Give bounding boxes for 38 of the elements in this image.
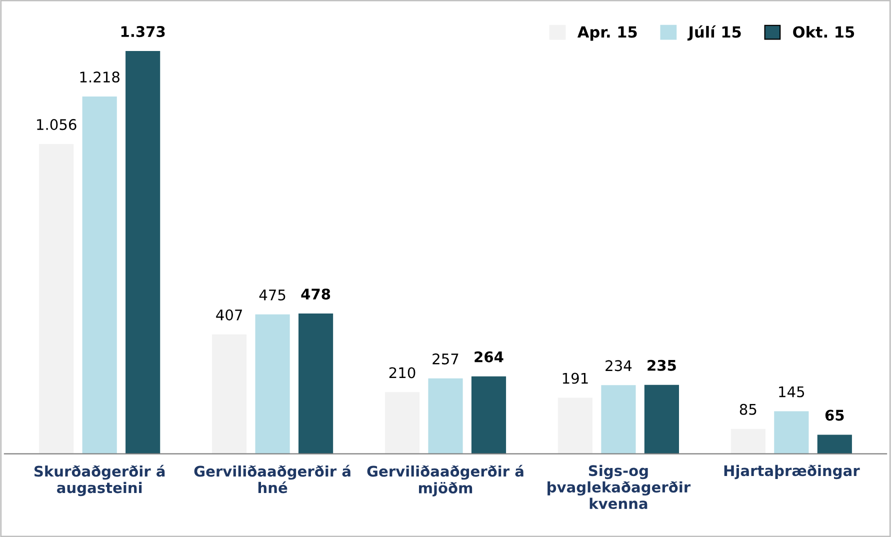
data-label: 1.056 <box>37 119 76 130</box>
data-label: 264 <box>474 351 504 362</box>
data-label: 145 <box>779 386 804 398</box>
bar <box>39 144 74 454</box>
bar <box>126 51 160 454</box>
data-label: 234 <box>606 360 632 372</box>
bar <box>212 334 247 454</box>
x-tick-label: Hjartaþræðingar <box>724 464 860 480</box>
data-label: 191 <box>562 372 588 384</box>
bar <box>384 392 420 454</box>
x-tick-label: Gerviliðaaðgerðir á hné <box>194 464 350 494</box>
bar <box>255 314 290 454</box>
legend-label: Okt. 15 <box>793 26 854 38</box>
data-label: 1.373 <box>121 26 165 38</box>
data-label: 478 <box>301 288 330 300</box>
bar <box>471 376 506 454</box>
bar <box>82 96 117 454</box>
bar <box>774 411 809 454</box>
x-tick-label: Skurðaðgerðir á augasteini <box>34 464 165 496</box>
bar <box>298 314 334 454</box>
data-label: 1.218 <box>80 72 120 83</box>
data-label: 407 <box>216 309 242 320</box>
x-tick-label: Sigs-og þvaglekaðagerðir kvenna <box>548 464 691 510</box>
data-label: 257 <box>432 353 458 364</box>
data-label: 475 <box>259 290 286 300</box>
data-label: 210 <box>389 367 416 378</box>
bar <box>730 428 766 454</box>
legend-label: Júlí 15 <box>687 25 741 41</box>
bar <box>644 384 679 454</box>
bar <box>558 398 593 454</box>
x-tick-label: Gerviliðaaðgerðir á mjöðm <box>367 464 524 496</box>
bar <box>817 434 852 454</box>
bar <box>428 378 463 454</box>
data-label: 85 <box>740 404 756 415</box>
legend-label: Apr. 15 <box>577 26 637 41</box>
data-label: 235 <box>648 360 676 371</box>
bar <box>601 385 636 454</box>
data-label: 65 <box>825 410 844 421</box>
